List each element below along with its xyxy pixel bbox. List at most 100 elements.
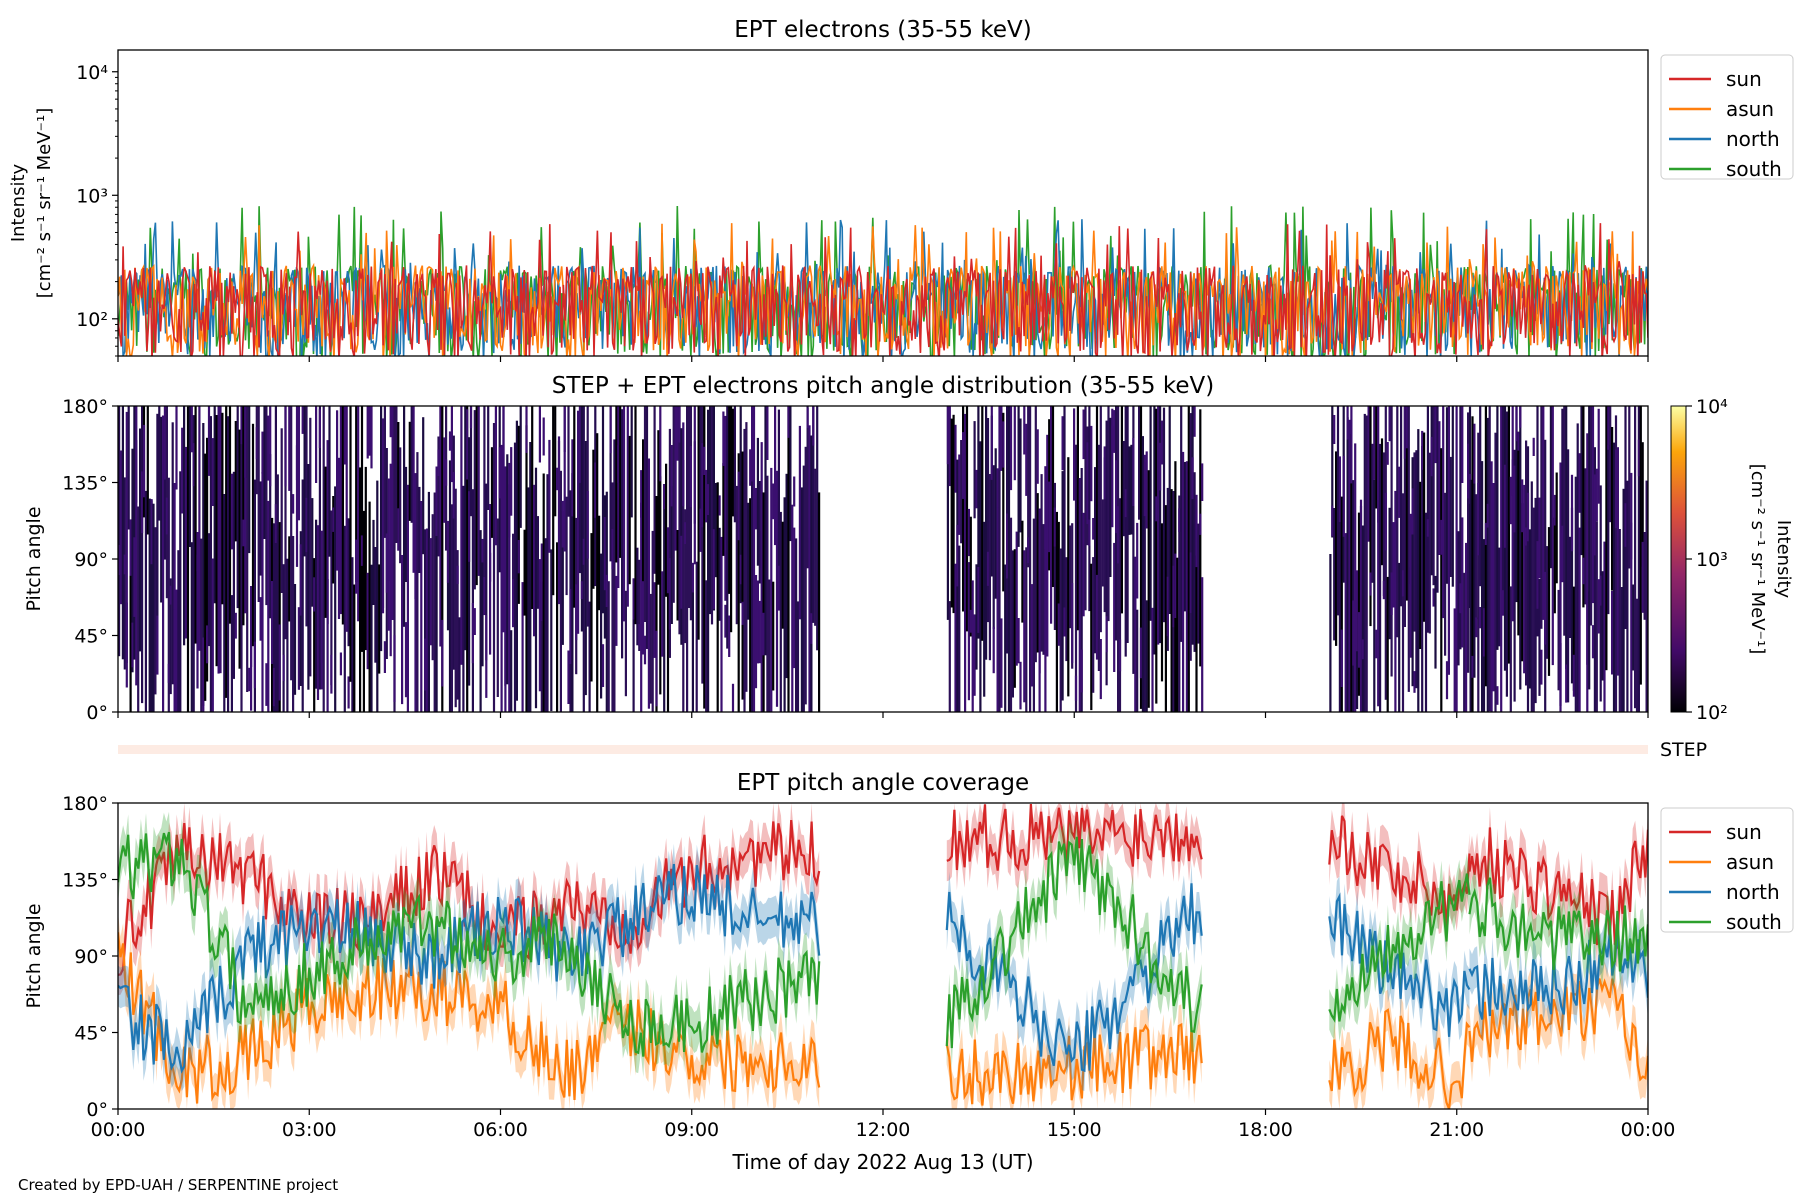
heatmap-cell: [192, 415, 195, 712]
heatmap-cell: [345, 406, 348, 632]
heatmap-cell: [420, 501, 423, 712]
heatmap-cell: [1130, 444, 1133, 535]
heatmap-cell: [349, 406, 352, 682]
heatmap-cell: [1004, 564, 1007, 712]
heatmap-cell: [810, 613, 813, 644]
heatmap-cell: [1616, 447, 1619, 631]
coverage-line-north: [945, 883, 1203, 1073]
heatmap-cell: [1445, 407, 1449, 584]
heatmap-cell: [634, 406, 637, 625]
heatmap-cell: [749, 449, 752, 486]
heatmap-cell: [175, 406, 178, 490]
colorbar-units: [cm⁻² s⁻¹ sr⁻¹ MeV⁻¹]: [1747, 464, 1768, 655]
heatmap-cell: [1136, 522, 1139, 599]
heatmap-cell: [1189, 552, 1192, 613]
heatmap-cell: [267, 415, 270, 481]
heatmap-cell: [1053, 482, 1056, 630]
heatmap-cell: [119, 450, 123, 605]
heatmap-cell: [255, 427, 258, 459]
heatmap-cell: [1117, 506, 1120, 564]
heatmap-cell: [724, 604, 727, 638]
heatmap-cell: [366, 572, 369, 670]
heatmap-cell: [1046, 434, 1049, 657]
heatmap-cell: [1432, 406, 1435, 586]
heatmap-cell: [1051, 406, 1055, 587]
heatmap-cell: [550, 549, 553, 712]
heatmap-cell: [1461, 406, 1464, 483]
heatmap-cell: [391, 406, 394, 620]
heatmap-cell: [1477, 483, 1480, 556]
heatmap-cell: [336, 462, 339, 523]
x-tick-label: 09:00: [664, 1119, 719, 1141]
heatmap-cell: [1449, 456, 1452, 577]
heatmap-cell: [1164, 505, 1167, 712]
heatmap-cell: [1611, 591, 1614, 675]
heatmap-cell: [774, 406, 777, 546]
heatmap-cell: [600, 553, 603, 699]
heatmap-cell: [544, 538, 547, 712]
heatmap-cell: [282, 654, 285, 682]
heatmap-cell: [582, 538, 585, 565]
heatmap-cell: [563, 406, 566, 552]
heatmap-cell: [793, 476, 796, 507]
heatmap-cell: [190, 542, 193, 712]
heatmap-cell: [512, 533, 515, 622]
heatmap-cell: [1113, 542, 1116, 672]
heatmap-cell: [1023, 550, 1026, 703]
coverage-line-south: [1468, 877, 1648, 972]
legend-label-asun: asun: [1726, 97, 1774, 121]
heatmap-cell: [1473, 423, 1476, 484]
heatmap-cell: [1000, 618, 1003, 708]
heatmap-cell: [160, 416, 163, 603]
heatmap-cell: [554, 406, 557, 517]
heatmap-cell: [808, 425, 811, 712]
heatmap-cell: [163, 406, 167, 560]
heatmap-cell: [578, 406, 582, 574]
coverage-line-asun: [945, 1022, 1203, 1106]
heatmap-cell: [1189, 413, 1192, 661]
heatmap-cell: [469, 407, 473, 429]
heatmap-cell: [125, 602, 128, 663]
heatmap-cell: [1628, 406, 1631, 569]
heatmap-cell: [1432, 588, 1435, 607]
heatmap-cell: [1440, 448, 1443, 712]
heatmap-cell: [632, 578, 635, 620]
heatmap-cell: [403, 406, 406, 627]
legend-label-asun: asun: [1726, 850, 1774, 874]
heatmap-cell: [383, 406, 386, 538]
heatmap-cell: [760, 442, 763, 712]
heatmap-cell: [221, 412, 224, 605]
heatmap-cell: [1473, 468, 1476, 678]
heatmap-cell: [1440, 519, 1443, 555]
heatmap-cell: [1074, 675, 1078, 701]
heatmap-cell: [481, 538, 484, 563]
heatmap-cell: [718, 527, 721, 621]
x-tick-label: 00:00: [1621, 1119, 1676, 1141]
heatmap-cell: [198, 406, 201, 651]
heatmap-cell: [777, 409, 780, 600]
heatmap-cell: [962, 432, 965, 499]
heatmap-cell: [267, 500, 270, 712]
heatmap-cell: [791, 504, 794, 712]
heatmap-cell: [357, 406, 360, 622]
heatmap-cell: [611, 529, 614, 570]
heatmap-cell: [1352, 600, 1355, 666]
heatmap-cell: [1094, 467, 1097, 654]
heatmap-cell: [1542, 406, 1545, 620]
heatmap-cell: [1616, 595, 1619, 676]
heatmap-cell: [343, 406, 346, 465]
heatmap-cell: [754, 488, 758, 530]
heatmap-cell: [1620, 587, 1623, 712]
heatmap-cell: [1101, 499, 1104, 587]
heatmap-cell: [1182, 451, 1185, 712]
heatmap-cell: [131, 622, 134, 668]
heatmap-cell: [1382, 581, 1385, 600]
heatmap-cell: [977, 567, 980, 633]
heatmap-cell: [169, 578, 172, 695]
heatmap-cell: [666, 527, 670, 594]
heatmap-cell: [144, 490, 147, 712]
heatmap-cell: [975, 564, 978, 670]
heatmap-cell: [305, 497, 308, 553]
heatmap-cell: [217, 406, 220, 674]
heatmap-cell: [337, 457, 341, 619]
